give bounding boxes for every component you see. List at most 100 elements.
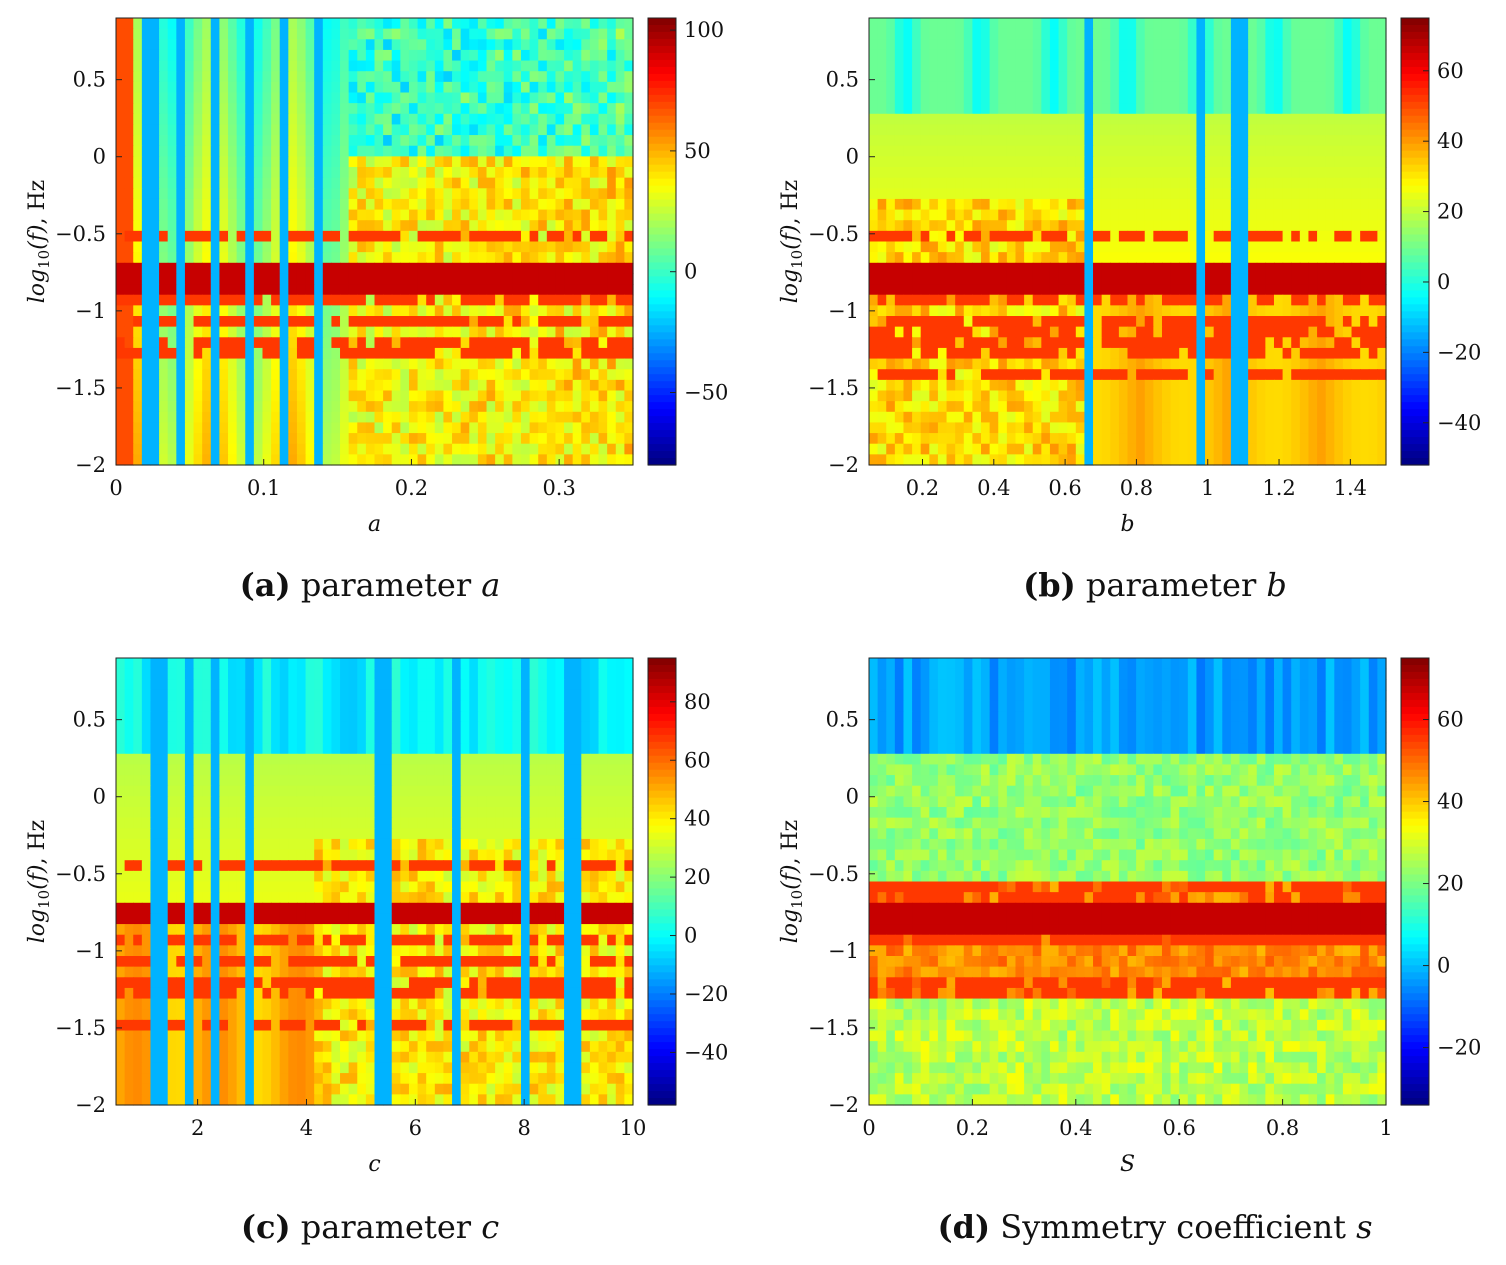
heatmap-cell [615,433,625,445]
heatmap-cell [589,241,600,253]
heatmap-cell [1127,284,1137,296]
heatmap-cell [1049,81,1060,94]
heatmap-cell [886,390,896,402]
heatmap-cell [1291,188,1301,200]
heatmap-cell [946,369,956,381]
heatmap-cell [314,39,324,51]
heatmap-cell [1041,358,1051,370]
heatmap-cell [1024,379,1034,392]
heatmap-cell [477,177,488,189]
heatmap-cell [314,135,324,147]
heatmap-cell [1032,198,1042,211]
heatmap-cell [340,220,350,232]
heatmap-cell [1239,347,1249,360]
heatmap-cell [417,273,427,285]
heatmap-cell [477,188,488,200]
heatmap-cell [219,156,229,168]
heatmap-cell [1093,433,1103,445]
heatmap-cell [572,305,582,317]
heatmap-cell [1230,28,1241,40]
heatmap-cell [989,92,999,104]
heatmap-cell [598,411,608,424]
heatmap-cell [989,81,999,94]
heatmap-cell [1342,145,1353,157]
heatmap-cell [1136,273,1146,285]
heatmap-cell [1075,294,1086,306]
heatmap-cell [1127,262,1137,275]
heatmap-cell [1127,379,1137,392]
heatmap-cell [400,230,410,243]
heatmap-cell [469,145,479,157]
heatmap-cell [929,390,939,402]
heatmap-cell [981,167,991,179]
heatmap-cell [357,124,367,136]
heatmap-cell [598,188,608,200]
heatmap-cell [1256,358,1266,370]
heatmap-cell [271,422,281,434]
heatmap-cell [1144,422,1154,434]
heatmap-cell [955,71,965,83]
heatmap-cell [1308,422,1318,434]
heatmap-cell [981,230,991,243]
heatmap-cell [1351,156,1361,168]
heatmap-cell [998,167,1008,179]
heatmap-cell [972,422,982,434]
heatmap-cell [1187,145,1198,157]
heatmap-cell [1360,167,1370,179]
heatmap-cell [193,347,203,360]
heatmap-cell [564,284,574,296]
heatmap-cell [408,92,419,104]
heatmap-cell [460,188,470,200]
heatmap-cell [365,28,376,40]
heatmap-cell [1024,60,1034,72]
heatmap-cell [1377,177,1387,189]
heatmap-cell [607,443,617,455]
heatmap-cell [1127,401,1137,413]
heatmap-cell [937,347,948,360]
heatmap-cell [1308,411,1318,424]
heatmap-cell [210,411,220,424]
heatmap-cell [598,401,608,413]
heatmap-cell [279,28,289,40]
heatmap-cell [340,103,350,115]
heatmap-cell [1351,81,1361,94]
heatmap-cell [1351,390,1361,402]
heatmap-cell [340,198,350,211]
heatmap-cell [383,316,393,328]
heatmap-cell [469,252,479,264]
heatmap-cell [607,188,617,200]
heatmap-cell [1161,316,1172,328]
heatmap-cell [400,422,410,434]
heatmap-cell [202,71,212,83]
heatmap-cell [1144,241,1154,253]
heatmap-cell [305,411,315,424]
heatmap-cell [1110,252,1120,264]
heatmap-cell [581,305,591,317]
heatmap-cell [210,135,220,147]
heatmap-cell [1213,347,1223,360]
heatmap-cell [546,273,557,285]
heatmap-cell [383,390,393,402]
heatmap-cell [886,262,896,275]
heatmap-cell [1118,411,1129,424]
heatmap-cell [920,113,930,126]
heatmap-cell [279,60,289,72]
heatmap-cell [929,49,939,62]
heatmap-cell [937,411,948,424]
heatmap-cell [946,305,956,317]
heatmap-cell [503,379,513,392]
heatmap-cell [920,198,930,211]
heatmap-cell [912,220,922,232]
heatmap-cell [555,188,565,200]
heatmap-cell [210,284,220,296]
heatmap-cell [253,113,264,126]
heatmap-cell [340,124,350,136]
heatmap-cell [365,60,376,72]
heatmap-cell [546,294,557,306]
heatmap-cell [589,60,600,72]
heatmap-cell [546,145,557,157]
heatmap-cell [460,71,470,83]
heatmap-cell [296,124,307,136]
heatmap-cell [1179,305,1189,317]
heatmap-cell [572,443,582,455]
